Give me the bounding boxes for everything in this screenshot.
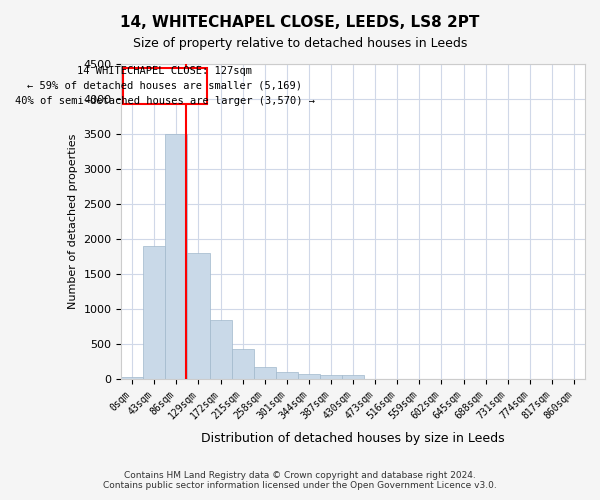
Bar xyxy=(121,377,143,379)
Bar xyxy=(187,253,209,379)
FancyBboxPatch shape xyxy=(123,68,207,104)
Text: Size of property relative to detached houses in Leeds: Size of property relative to detached ho… xyxy=(133,38,467,51)
Bar xyxy=(209,320,232,379)
Bar xyxy=(320,374,342,379)
Bar xyxy=(254,368,276,379)
Bar xyxy=(166,134,187,379)
Text: Contains HM Land Registry data © Crown copyright and database right 2024.
Contai: Contains HM Land Registry data © Crown c… xyxy=(103,470,497,490)
Bar xyxy=(342,376,364,379)
X-axis label: Distribution of detached houses by size in Leeds: Distribution of detached houses by size … xyxy=(201,432,505,445)
Bar xyxy=(298,374,320,379)
Text: 14 WHITECHAPEL CLOSE: 127sqm
← 59% of detached houses are smaller (5,169)
40% of: 14 WHITECHAPEL CLOSE: 127sqm ← 59% of de… xyxy=(15,66,315,106)
Bar xyxy=(276,372,298,379)
Bar xyxy=(232,349,254,379)
Bar xyxy=(143,246,166,379)
Y-axis label: Number of detached properties: Number of detached properties xyxy=(68,134,78,310)
Text: 14, WHITECHAPEL CLOSE, LEEDS, LS8 2PT: 14, WHITECHAPEL CLOSE, LEEDS, LS8 2PT xyxy=(121,15,479,30)
